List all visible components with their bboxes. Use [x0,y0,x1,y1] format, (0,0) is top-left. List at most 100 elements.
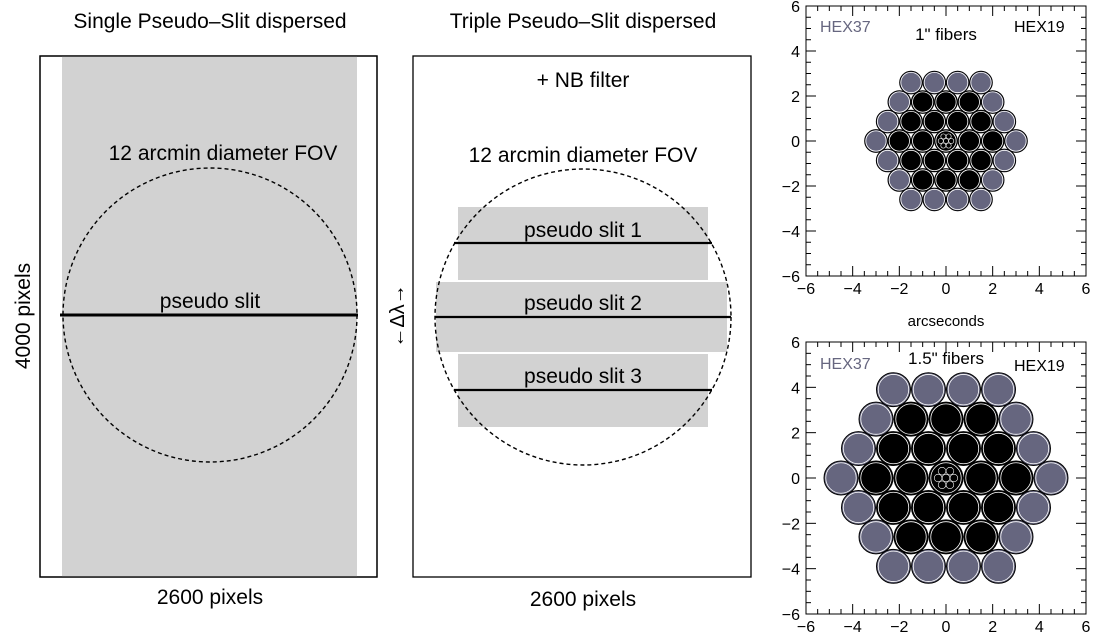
sub-fiber [937,467,947,476]
fiber-edge [900,188,922,211]
hex37-fiber [980,168,1005,192]
x-tick-label: −6 [797,281,815,298]
fiber-edge [970,110,992,133]
hex19-fiber [893,401,929,437]
fiber-edge [970,188,992,211]
fiber-edge [982,169,1004,191]
hex37-fiber [876,372,911,408]
hex19-fiber [893,519,929,555]
hex19-fiber [928,401,964,437]
fiber-edge [1000,521,1032,553]
hex19-fiber [893,460,929,496]
hex19-fiber [946,431,981,467]
fiber-edge [947,149,969,172]
hex19-fiber [957,90,982,114]
hex37-fiber [841,431,876,467]
hex19-legend-label: HEX19 [1014,358,1065,375]
hex19-fiber [858,460,894,496]
y-tick-label: 0 [791,134,800,151]
hex19-legend-label: HEX19 [1014,19,1065,36]
fiber-edge [935,169,957,191]
fiber-edge [888,91,910,113]
plot-title: 1" fibers [915,25,977,44]
fiber-edge [930,521,962,553]
hex19-fiber [981,489,1016,525]
fiber-edge [958,91,980,113]
fiber-edge [970,71,992,94]
hex19-fiber [998,460,1034,496]
fiber-edge [1005,130,1027,152]
x-tick-label: 6 [1082,281,1091,298]
hex37-fiber [969,70,993,95]
fiber-edge [923,149,945,172]
hex37-fiber [946,548,981,584]
pseudo-slit-label: pseudo slit [160,290,261,313]
fiber-edge [895,521,927,553]
hex37-fiber [992,148,1017,173]
hex19-fiber [928,519,964,555]
fiber-edge [860,462,892,494]
hex37-fiber [858,519,894,555]
dispersion-arrow-label: ←Δλ→ [387,284,409,347]
fiber-edge [1000,462,1032,494]
hex19-fiber [980,129,1005,153]
y-tick-label: 0 [791,471,800,488]
hex19-fiber [922,109,947,134]
fiber-edge [1000,403,1032,435]
hex19-fiber [910,90,935,114]
hex37-fiber [1004,129,1028,153]
sub-fiber [940,133,947,140]
fiber-edge [877,432,910,465]
hex37-fiber [1016,489,1051,525]
hex19-fiber [945,148,970,173]
fiber-plot-1p5-arcsec: −6 −4 −2 0 2 4 6 −6 −4 −2 0 2 4 6 HEX37 HEX19 1.5" fi… [782,335,1091,636]
hex19-fiber [899,109,923,134]
hex37-fiber [998,519,1034,555]
fiber-edge [947,374,980,406]
fiber-edge [993,149,1015,172]
fiber-edge [965,462,997,494]
sub-fiber [941,473,951,483]
sub-fiber [940,142,947,149]
hex37-fiber [980,90,1005,114]
fiber-edge [993,110,1015,133]
fiber-edge [912,374,945,406]
fiber-edge [982,374,1015,406]
x-tick-label: −6 [797,619,815,636]
fiber-edge [923,71,945,94]
fiber-edge [900,71,922,94]
hex19-fiber [876,489,911,525]
fiber-edge [860,403,892,435]
fiber-edge [912,91,934,113]
hex19-fiber [945,109,970,134]
hex37-fiber [899,187,923,212]
hex19-fiber [899,148,923,173]
fiber-edge [947,110,969,133]
hex37-fiber [875,109,900,134]
central-sub-fibers [933,467,959,489]
hex19-fiber [911,489,946,525]
sub-fiber [937,138,944,144]
fiber-edge [947,491,980,524]
fiber-edge [958,130,980,152]
y-tick-label: 6 [791,335,800,352]
fiber-edge [947,71,969,94]
hex19-fiber [910,168,935,192]
fiber-edge [912,432,945,465]
fiber-edge [935,130,957,152]
hex19-fiber [969,148,993,173]
fiber-edge [982,432,1015,465]
fiber-edge [1035,462,1067,494]
hex19-fiber [887,129,912,153]
hex37-legend-label: HEX37 [820,19,871,36]
pseudo-slit-1-label: pseudo slit 1 [524,219,642,242]
hex19-fiber [963,460,999,496]
fiber-edge [912,550,945,582]
y-tick-label: −4 [782,562,800,579]
hex37-fiber [864,129,888,153]
x-tick-label: 0 [942,281,951,298]
hex37-fiber [876,548,911,584]
x-tick-label: −2 [890,619,908,636]
fiber-edge [982,130,1004,152]
sub-fiber [948,138,955,144]
